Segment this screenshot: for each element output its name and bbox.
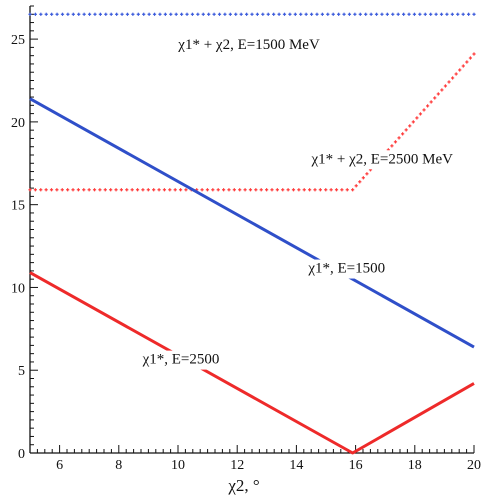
annotation-text: χ1*, E=2500 [142, 352, 220, 368]
y-tick-label: 20 [11, 116, 25, 131]
x-tick-label: 12 [230, 458, 244, 473]
x-tick-label: 8 [115, 458, 122, 473]
annotation-a4: χ1*, E=2500 [138, 350, 223, 370]
annotation-text: χ1*, E=1500 [307, 261, 385, 277]
x-tick-label: 18 [408, 458, 422, 473]
series-dots-sum1500 [28, 12, 476, 16]
annotation-background [138, 350, 223, 370]
annotation-a1: χ1* + χ2, E=1500 MeV [174, 36, 323, 56]
axes: 6 8 10 12 14 16 18 20 0 5 10 15 20 25 [11, 5, 481, 473]
y-tick-label: 15 [11, 199, 25, 214]
series-dots-sum2500 [28, 52, 476, 192]
y-tick-label: 5 [18, 364, 25, 379]
annotation-background [174, 36, 323, 56]
x-tick-label: 10 [171, 458, 185, 473]
annotation-background [304, 259, 389, 279]
y-tick-label: 25 [11, 33, 25, 48]
series-group [28, 12, 476, 455]
series-line-chi1_2500 [29, 271, 475, 455]
x-tick-label: 14 [289, 458, 303, 473]
annotation-a2: χ1* + χ2, E=2500 MeV [307, 150, 457, 170]
y-tick-label: 10 [11, 281, 25, 296]
annotation-text: χ1* + χ2, E=2500 MeV [310, 151, 453, 167]
annotation-text: χ1* + χ2, E=1500 MeV [177, 37, 320, 53]
annotation-background [307, 150, 457, 170]
x-axis-label: χ2, ° [227, 476, 259, 495]
y-tick-label: 0 [18, 447, 25, 462]
annotation-a3: χ1*, E=1500 [304, 259, 389, 279]
x-tick-label: 16 [349, 458, 363, 473]
x-tick-label: 6 [56, 458, 63, 473]
x-tick-label: 20 [467, 458, 481, 473]
series-line-chi1_1500 [29, 97, 475, 349]
annotations: χ1* + χ2, E=1500 MeV χ1* + χ2, E=2500 MeV… [138, 36, 457, 370]
